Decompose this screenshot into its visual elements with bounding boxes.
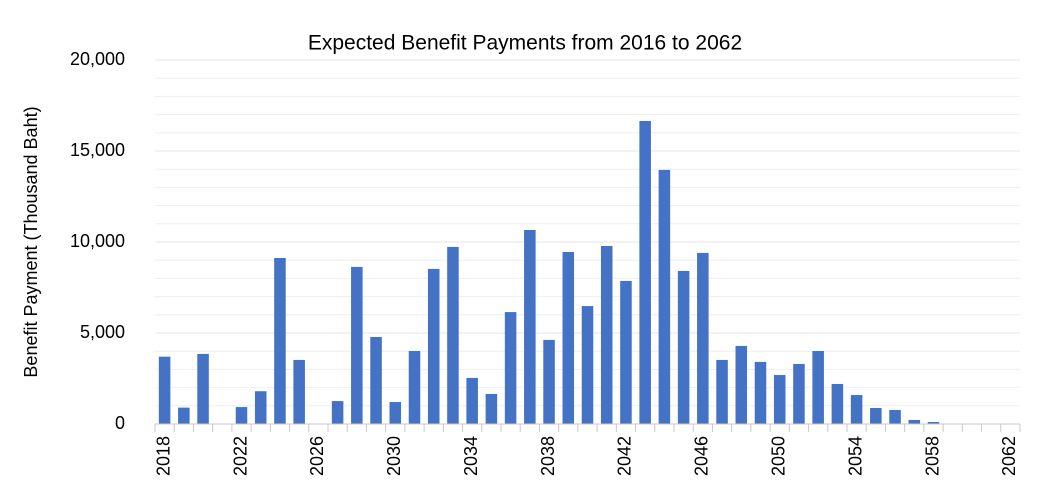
bar — [351, 266, 363, 424]
bar — [389, 401, 402, 424]
bar — [831, 383, 844, 424]
bar — [331, 401, 344, 424]
bar — [735, 345, 748, 424]
bar — [927, 421, 940, 424]
x-tick-label: 2018 — [153, 436, 173, 476]
y-tick-label: 10,000 — [70, 231, 125, 251]
bar — [370, 337, 382, 424]
bar — [235, 407, 248, 424]
bar — [793, 363, 805, 424]
bar — [274, 258, 286, 424]
bar — [889, 409, 901, 424]
bar — [812, 351, 824, 424]
bar — [600, 246, 613, 424]
bar — [850, 395, 863, 424]
chart-title: Expected Benefit Payments from 2016 to 2… — [308, 32, 742, 55]
bar — [254, 391, 267, 424]
x-tick-label: 2058 — [922, 436, 942, 476]
x-tick-label: 2022 — [230, 436, 250, 476]
bar — [447, 246, 459, 424]
bar — [562, 252, 575, 424]
bar — [773, 375, 786, 424]
x-tick-label: 2042 — [615, 436, 635, 476]
y-axis-label: Benefit Payment (Thousand Baht) — [21, 106, 41, 377]
bar — [427, 268, 440, 424]
bar — [754, 361, 767, 424]
bar — [697, 252, 709, 424]
bar — [543, 339, 555, 424]
bar — [178, 407, 190, 424]
y-tick-label: 15,000 — [70, 140, 125, 160]
bar — [504, 312, 517, 424]
bar — [716, 359, 728, 424]
y-tick-label: 0 — [115, 413, 125, 433]
y-tick-label: 20,000 — [70, 49, 125, 69]
bar — [658, 169, 671, 424]
bar — [870, 407, 882, 424]
x-tick-label: 2038 — [538, 436, 558, 476]
bar — [620, 280, 632, 424]
bar — [485, 393, 498, 424]
bar — [581, 306, 594, 424]
x-tick-label: 2046 — [692, 436, 712, 476]
x-tick-label: 2030 — [384, 436, 404, 476]
bar — [293, 359, 305, 424]
x-tick-label: 2062 — [999, 436, 1019, 476]
x-tick-label: 2034 — [461, 436, 481, 476]
x-tick-label: 2050 — [768, 436, 788, 476]
bar — [197, 353, 209, 424]
bar — [466, 377, 478, 424]
bar — [908, 419, 921, 424]
bar — [158, 356, 171, 424]
bar — [677, 270, 690, 424]
bar — [524, 229, 536, 424]
x-tick-label: 2054 — [845, 436, 865, 476]
bar — [639, 120, 651, 424]
y-tick-label: 5,000 — [80, 322, 125, 342]
x-tick-label: 2026 — [307, 436, 327, 476]
bar — [408, 351, 421, 424]
